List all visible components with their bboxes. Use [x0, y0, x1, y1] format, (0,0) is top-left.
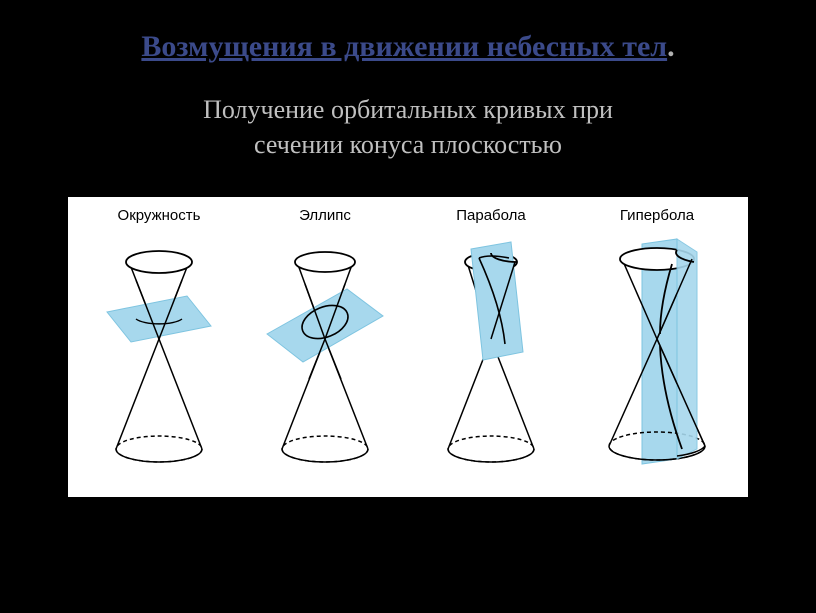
- conic-hyperbola: Гипербола: [574, 207, 740, 479]
- ellipse-diagram: [255, 234, 395, 469]
- conic-parabola: Парабола: [408, 207, 574, 479]
- conic-sections-figure: Окружность: [68, 197, 748, 497]
- conic-label: Парабола: [456, 207, 526, 224]
- circle-diagram: [89, 234, 229, 469]
- slide: Возмущения в движении небесных тел. Полу…: [0, 0, 816, 613]
- conic-label: Эллипс: [299, 207, 351, 224]
- parabola-diagram: [421, 234, 561, 469]
- conic-circle: Окружность: [76, 207, 242, 479]
- subtitle-line-1: Получение орбитальных кривых при: [40, 92, 776, 127]
- conic-ellipse: Эллипс: [242, 207, 408, 479]
- subtitle-line-2: сечении конуса плоскостью: [40, 127, 776, 162]
- title-text: Возмущения в движении небесных тел: [141, 30, 667, 63]
- subtitle: Получение орбитальных кривых при сечении…: [40, 92, 776, 162]
- conic-label: Окружность: [118, 207, 201, 224]
- page-title: Возмущения в движении небесных тел.: [40, 30, 776, 64]
- title-dot: .: [667, 30, 675, 64]
- hyperbola-diagram: [582, 234, 732, 469]
- conic-label: Гипербола: [620, 207, 694, 224]
